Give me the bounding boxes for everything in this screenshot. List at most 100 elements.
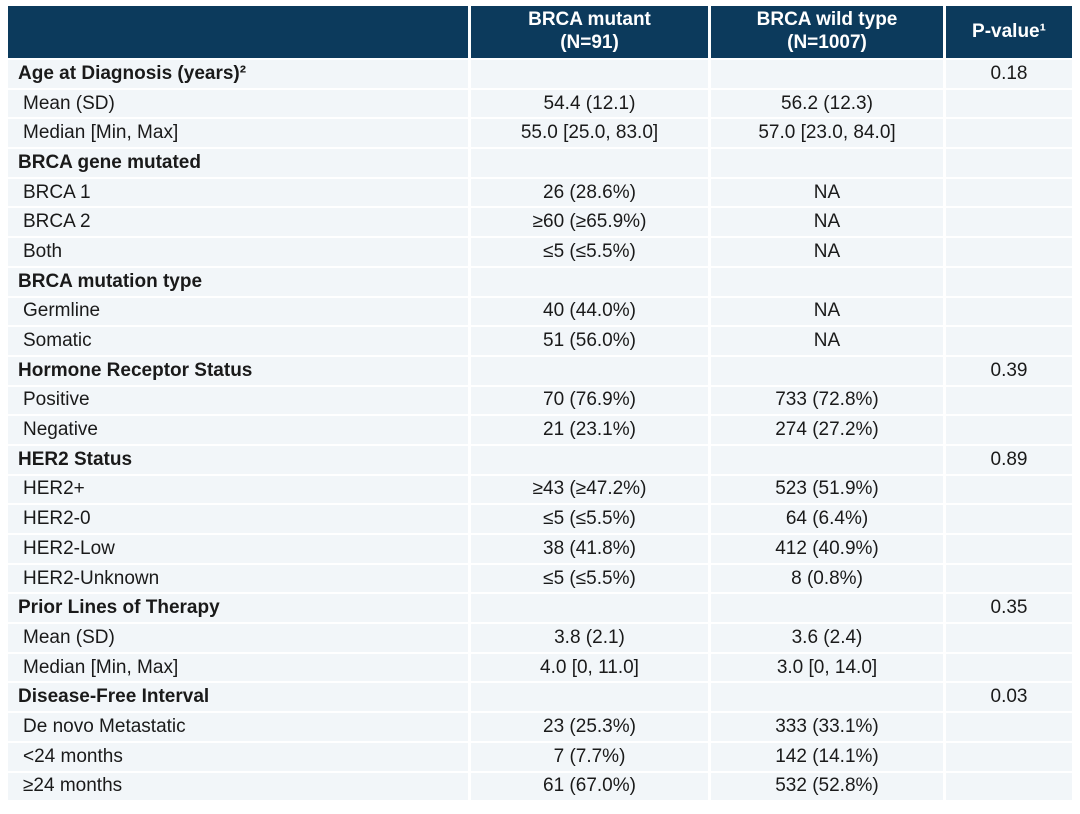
table-row: Median [Min, Max] 4.0 [0, 11.0] 3.0 [0, … [8,653,1072,682]
p-value: 0.89 [943,445,1072,474]
p-value [943,624,1072,652]
brca-mutant-value: ≥43 (≥47.2%) [468,475,708,504]
brca-wild-type-value: 64 (6.4%) [708,505,943,533]
row-label: HER2+ [8,475,468,504]
table-row: BRCA 2 ≥60 (≥65.9%) NA [8,208,1072,237]
brca-wild-type-value: NA [708,238,943,266]
brca-wild-type-value: 733 (72.8%) [708,386,943,415]
brca-mutant-value [468,683,708,712]
column-title: BRCA wild type [756,9,898,31]
row-label: Age at Diagnosis (years)² [8,60,468,88]
brca-mutant-value: 7 (7.7%) [468,742,708,771]
p-value [943,149,1072,177]
row-label: BRCA 1 [8,178,468,207]
brca-wild-type-value: 274 (27.2%) [708,416,943,444]
row-label: BRCA 2 [8,208,468,237]
table-row: Disease-Free Interval 0.03 [8,683,1072,712]
brca-wild-type-value: 3.6 (2.4) [708,624,943,652]
brca-mutant-value [468,149,708,177]
table-row: HER2-Unknown ≤5 (≤5.5%) 8 (0.8%) [8,564,1072,593]
p-value [943,713,1072,741]
brca-wild-type-value: 57.0 [23.0, 84.0] [708,119,943,148]
p-value [943,416,1072,444]
table-row: Germline 40 (44.0%) NA [8,297,1072,326]
p-value [943,327,1072,355]
column-title: P-value¹ [972,20,1046,42]
brca-mutant-value: 70 (76.9%) [468,386,708,415]
brca-wild-type-value [708,445,943,474]
table-row: Prior Lines of Therapy 0.35 [8,594,1072,623]
brca-mutant-value: ≤5 (≤5.5%) [468,564,708,593]
row-label: Negative [8,416,468,444]
brca-wild-type-value: NA [708,178,943,207]
brca-wild-type-value [708,683,943,712]
brca-wild-type-value: NA [708,297,943,326]
column-header-p-value: P-value¹ [943,6,1072,58]
brca-wild-type-value: 56.2 (12.3) [708,89,943,118]
p-value: 0.03 [943,683,1072,712]
row-label: Hormone Receptor Status [8,356,468,385]
row-label: Germline [8,297,468,326]
row-label: De novo Metastatic [8,713,468,741]
table-row: Both ≤5 (≤5.5%) NA [8,238,1072,266]
brca-wild-type-value [708,594,943,623]
table-row: BRCA 1 26 (28.6%) NA [8,178,1072,207]
brca-mutant-value [468,267,708,296]
brca-mutant-value: 38 (41.8%) [468,535,708,563]
column-n: (N=91) [560,32,619,53]
column-header-brca-wild-type: BRCA wild type (N=1007) [708,6,943,58]
brca-mutant-value: 4.0 [0, 11.0] [468,653,708,682]
column-header-stub [8,6,468,58]
brca-mutant-value [468,60,708,88]
p-value [943,535,1072,563]
brca-mutant-value [468,356,708,385]
table-row: Median [Min, Max] 55.0 [25.0, 83.0] 57.0… [8,119,1072,148]
table-row: Mean (SD) 54.4 (12.1) 56.2 (12.3) [8,89,1072,118]
table-row: HER2 Status 0.89 [8,445,1072,474]
brca-mutant-value: 21 (23.1%) [468,416,708,444]
row-label: Somatic [8,327,468,355]
row-label: Median [Min, Max] [8,653,468,682]
brca-wild-type-value: 142 (14.1%) [708,742,943,771]
p-value [943,772,1072,801]
row-label: HER2 Status [8,445,468,474]
brca-mutant-value: ≥60 (≥65.9%) [468,208,708,237]
p-value [943,653,1072,682]
p-value [943,297,1072,326]
table-row: Age at Diagnosis (years)² 0.18 [8,60,1072,88]
brca-wild-type-value [708,267,943,296]
p-value [943,564,1072,593]
brca-mutant-value [468,594,708,623]
brca-wild-type-value: 523 (51.9%) [708,475,943,504]
brca-wild-type-value: NA [708,208,943,237]
p-value [943,178,1072,207]
brca-wild-type-value [708,60,943,88]
table-row: Hormone Receptor Status 0.39 [8,356,1072,385]
p-value [943,267,1072,296]
row-label: HER2-Unknown [8,564,468,593]
p-value [943,208,1072,237]
p-value [943,89,1072,118]
brca-mutant-value: 51 (56.0%) [468,327,708,355]
row-label: HER2-Low [8,535,468,563]
table-row: HER2-Low 38 (41.8%) 412 (40.9%) [8,535,1072,563]
brca-wild-type-value [708,356,943,385]
table-body: Age at Diagnosis (years)² 0.18 Mean (SD)… [8,60,1072,801]
brca-mutant-value: 26 (28.6%) [468,178,708,207]
brca-mutant-value: ≤5 (≤5.5%) [468,238,708,266]
brca-wild-type-value: 333 (33.1%) [708,713,943,741]
p-value [943,505,1072,533]
p-value [943,742,1072,771]
brca-mutant-value: 40 (44.0%) [468,297,708,326]
row-label: Prior Lines of Therapy [8,594,468,623]
table-header-row: BRCA mutant (N=91) BRCA wild type (N=100… [8,6,1072,58]
brca-mutant-value: 54.4 (12.1) [468,89,708,118]
brca-mutant-value: 61 (67.0%) [468,772,708,801]
p-value: 0.35 [943,594,1072,623]
row-label: Mean (SD) [8,624,468,652]
p-value: 0.39 [943,356,1072,385]
column-title: BRCA mutant [528,9,651,31]
row-label: Both [8,238,468,266]
brca-wild-type-value: 412 (40.9%) [708,535,943,563]
brca-mutant-value: 55.0 [25.0, 83.0] [468,119,708,148]
